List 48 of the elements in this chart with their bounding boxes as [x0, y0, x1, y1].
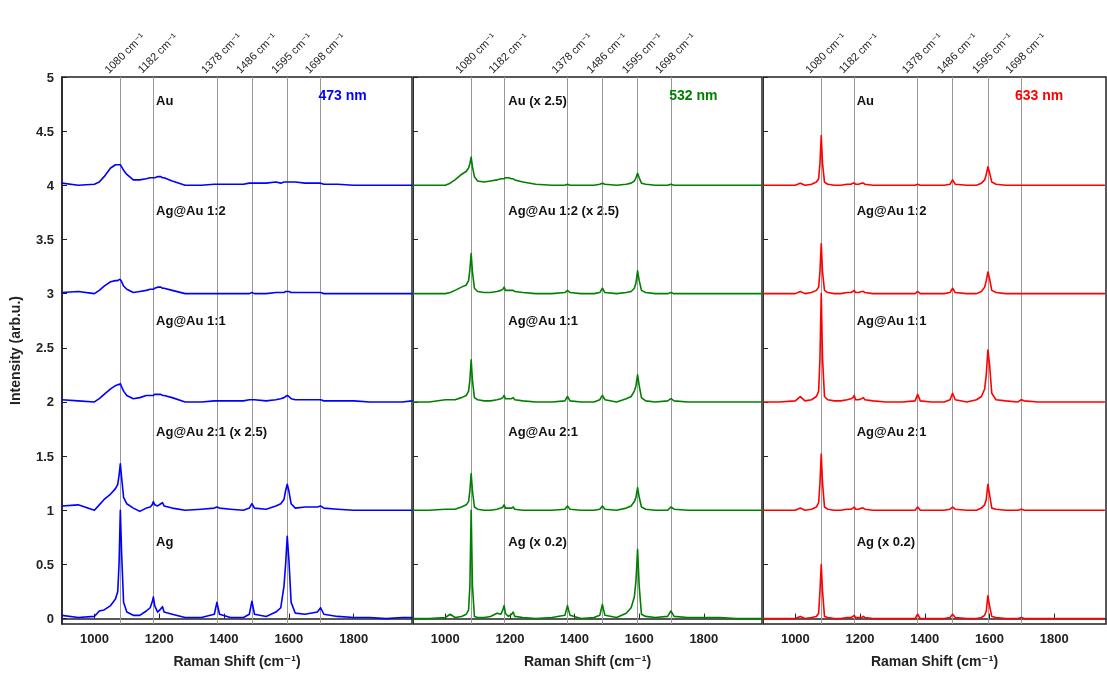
- annotation: Ag@Au 2:1 (x 2.5): [156, 423, 268, 439]
- y-tick-label: 2: [46, 394, 54, 410]
- x-tick-label: 1200: [845, 631, 875, 646]
- annotation: Ag@Au 1:2: [156, 203, 226, 219]
- x-tick-label: 1600: [624, 631, 654, 646]
- x-tick-label: 1400: [910, 631, 940, 646]
- y-tick-label: 3.5: [35, 231, 54, 247]
- x-tick-label: 1800: [1039, 631, 1069, 646]
- x-axis-title: Raman Shift (cm⁻¹): [173, 653, 301, 669]
- x-tick-label: 1400: [560, 631, 590, 646]
- x-tick-label: 1200: [144, 631, 174, 646]
- x-tick-label: 1200: [495, 631, 525, 646]
- text: 532 nm: [669, 87, 718, 103]
- y-tick-label: 0: [46, 611, 54, 627]
- x-tick-label: 1800: [339, 631, 369, 646]
- y-tick-label: 2.5: [35, 340, 54, 356]
- x-tick-label: 1000: [430, 631, 460, 646]
- annotation: Ag: [156, 533, 174, 549]
- y-tick-label: 4.5: [35, 123, 54, 139]
- x-tick-label: 1400: [209, 631, 239, 646]
- annotation: Au (x 2.5): [508, 93, 567, 109]
- annotation: Ag@Au 1:1: [156, 313, 226, 329]
- text: 633 nm: [1014, 87, 1064, 103]
- line-series: [61, 163, 413, 187]
- line-series: [61, 462, 413, 513]
- annotation: Ag@Au 1:1: [508, 313, 579, 329]
- annotation: Au: [156, 93, 174, 109]
- annotation: Ag (x 0.2): [508, 533, 567, 549]
- y-tick-label: 3: [46, 286, 54, 302]
- x-tick-label: 1600: [274, 631, 304, 646]
- x-tick-label: 1000: [79, 631, 109, 646]
- y-tick-label: 5: [46, 69, 54, 85]
- y-tick-label: 1: [46, 502, 54, 518]
- annotation: Au: [856, 93, 875, 109]
- annotation: Ag@Au 2:1: [508, 423, 579, 439]
- x-tick-label: 1800: [689, 631, 719, 646]
- x-tick-label: 1600: [975, 631, 1004, 646]
- y-tick-label: 0.5: [35, 556, 54, 572]
- annotation: Ag (x 0.2): [856, 533, 916, 549]
- x-axis-title: Raman Shift (cm⁻¹): [523, 653, 652, 669]
- y-axis-title: Intensity (arb.u.): [7, 296, 23, 405]
- text: 473 nm: [318, 87, 367, 103]
- x-axis-title: Raman Shift (cm⁻¹): [870, 653, 999, 669]
- y-tick-label: 1.5: [35, 448, 54, 464]
- y-tick-label: 4: [46, 177, 55, 193]
- line-series: [61, 382, 413, 403]
- line-series: [61, 278, 413, 295]
- x-tick-label: 1000: [780, 631, 810, 646]
